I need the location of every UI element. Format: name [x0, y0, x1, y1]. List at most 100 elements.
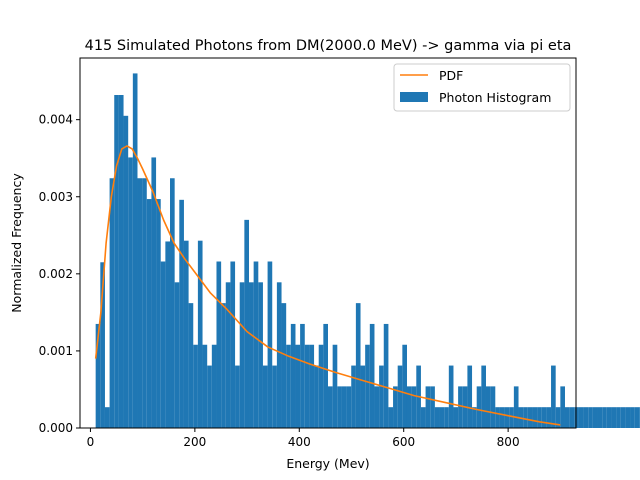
histogram-bar	[132, 73, 138, 429]
legend-histogram-swatch	[400, 92, 428, 102]
x-tick-label: 600	[392, 435, 415, 449]
histogram-bar	[309, 344, 315, 428]
histogram-bar	[221, 303, 226, 429]
histogram-bar	[546, 407, 552, 428]
histogram-bar	[300, 323, 305, 428]
histogram-bar	[276, 282, 282, 428]
histogram-bar	[611, 407, 617, 428]
y-axis-label: Normalized Frequency	[9, 173, 24, 313]
histogram-bar	[304, 344, 310, 428]
histogram-bar	[420, 407, 426, 428]
histogram-bar	[258, 282, 263, 428]
histogram-bar	[179, 199, 184, 428]
histogram-bar	[397, 365, 403, 428]
histogram-bar	[183, 240, 189, 428]
legend-pdf-label: PDF	[439, 68, 463, 83]
histogram-bar	[156, 199, 161, 428]
histogram-bar	[207, 365, 212, 428]
histogram-bar	[588, 407, 593, 428]
histogram-bar	[318, 344, 324, 428]
histogram-bar	[606, 407, 612, 428]
histogram-bar	[337, 386, 342, 429]
histogram-bar	[328, 386, 333, 429]
histogram-bar	[109, 178, 115, 428]
histogram-bar	[555, 407, 561, 428]
histogram-bar	[430, 386, 435, 429]
histogram-bar	[379, 365, 384, 428]
histogram-bar	[235, 365, 240, 428]
histogram-bar	[411, 386, 417, 429]
histogram-bar	[262, 365, 268, 428]
histogram-bar	[495, 407, 500, 428]
plot-area-frame	[79, 57, 577, 429]
y-tick-label: 0.004	[39, 113, 73, 127]
histogram-bar	[272, 365, 277, 428]
histogram-bar	[481, 365, 486, 428]
histogram-bar	[383, 323, 389, 428]
histogram-bar	[467, 365, 473, 428]
histogram-bar	[574, 407, 579, 428]
histogram-bar	[597, 407, 603, 428]
y-tick-label: 0.001	[39, 344, 73, 358]
histogram-bar	[583, 407, 589, 428]
histogram-bar	[625, 407, 631, 428]
histogram-bar	[193, 344, 198, 428]
histogram-bar	[513, 386, 519, 429]
histogram-bar	[104, 407, 110, 428]
y-tick-label: 0.003	[39, 190, 73, 204]
histogram-bar	[174, 282, 180, 428]
histogram-bar	[444, 407, 449, 428]
histogram-bar	[355, 303, 361, 429]
histogram-bar	[472, 407, 477, 428]
histogram-bar	[458, 386, 463, 429]
histogram-bar	[341, 386, 347, 429]
histogram-bar	[509, 407, 514, 428]
histogram-bar	[476, 386, 482, 429]
histogram-bar	[230, 261, 236, 428]
histogram-bar	[290, 323, 296, 428]
x-tick-label: 0	[87, 435, 95, 449]
histogram-bar	[448, 365, 454, 428]
y-tick-label: 0.000	[39, 421, 73, 435]
histogram-bar	[151, 157, 157, 428]
histogram-bar	[434, 407, 440, 428]
histogram-bar	[160, 261, 166, 428]
histogram-bar	[239, 282, 245, 428]
histogram-bar	[128, 157, 133, 428]
histogram-bar	[244, 219, 250, 428]
x-axis-label: Energy (Mev)	[286, 456, 369, 471]
y-axis-ticks: 0.000 0.001 0.002 0.003 0.004	[39, 113, 80, 435]
histogram-bar	[188, 303, 194, 429]
histogram-bar	[578, 407, 584, 428]
histogram-bar	[630, 407, 635, 428]
histogram-bar	[504, 407, 510, 428]
legend-box	[393, 63, 571, 112]
histogram-bar	[634, 407, 640, 428]
histogram-bar	[499, 407, 505, 428]
histogram-bar	[532, 407, 538, 428]
histogram-bar	[146, 199, 152, 428]
x-tick-label: 400	[288, 435, 311, 449]
histogram-bar	[439, 407, 445, 428]
y-tick-label: 0.002	[39, 267, 73, 281]
x-tick-label: 200	[183, 435, 206, 449]
histogram-bar	[406, 386, 412, 429]
x-axis-ticks: 0 200 400 600 800	[87, 428, 520, 449]
histogram-bar	[485, 386, 491, 429]
histogram-bar	[170, 178, 175, 428]
pdf-line	[94, 145, 561, 426]
histogram-bar	[388, 407, 394, 428]
histogram-bar	[100, 262, 105, 428]
histogram-bar	[351, 365, 356, 428]
histogram-bar	[523, 407, 528, 428]
histogram-bar	[286, 344, 291, 428]
histogram-bar	[374, 386, 380, 429]
pdf-line-group	[94, 145, 561, 426]
histogram-bar	[602, 407, 607, 428]
histogram-bar	[365, 344, 370, 428]
histogram-bar	[197, 240, 203, 428]
histogram-bar	[564, 407, 570, 428]
histogram-bar	[453, 407, 459, 428]
histogram-bar	[527, 407, 533, 428]
